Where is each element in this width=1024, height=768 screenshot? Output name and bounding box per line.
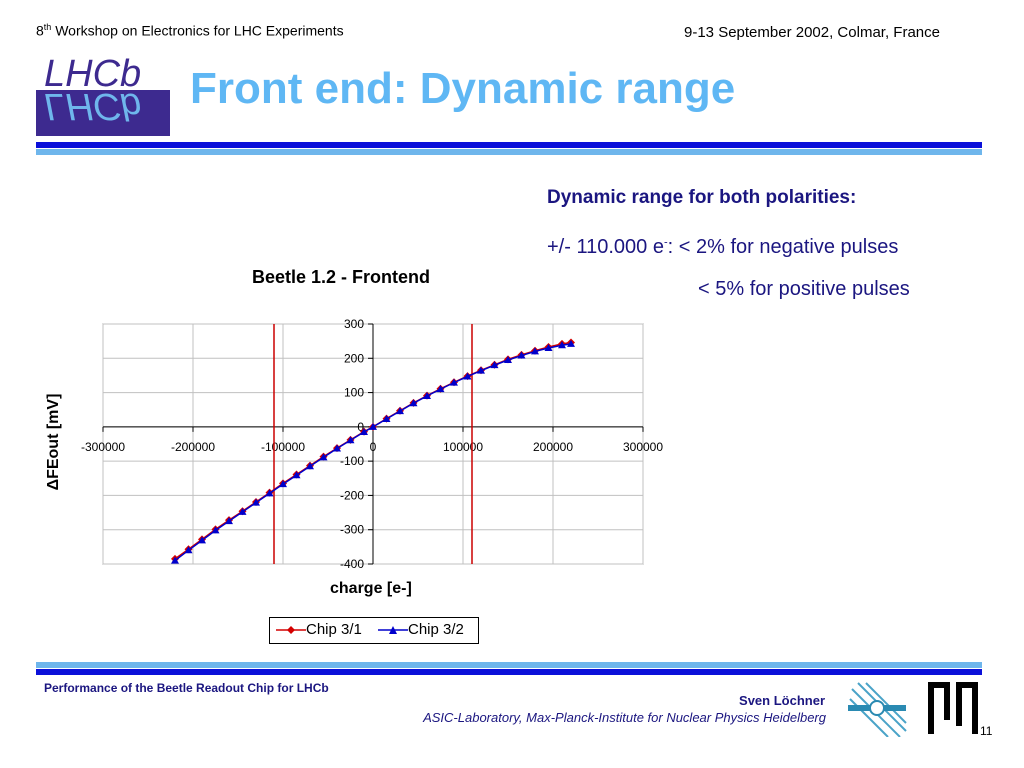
dynamic-range-value: +/- 110.000 e — [547, 236, 664, 258]
x-tick-label: 300000 — [623, 440, 663, 454]
x-tick-label: -300000 — [81, 440, 125, 454]
legend-label-chip-3-1: Chip 3/1 — [306, 621, 362, 638]
chart-title: Beetle 1.2 - Frontend — [252, 267, 431, 287]
slide-title: Front end: Dynamic range — [190, 64, 736, 113]
mpi-logo-icon — [928, 682, 978, 734]
data-point — [319, 453, 328, 461]
lhcb-logo: LHCb LHCb — [36, 44, 170, 136]
data-point — [211, 526, 220, 534]
header-workshop-text: Workshop on Electronics for LHC Experime… — [51, 22, 344, 39]
title-divider-light — [36, 149, 982, 155]
data-point — [436, 385, 445, 393]
header-workshop-number: 8 — [36, 22, 44, 39]
asic-lab-logo-icon — [848, 682, 907, 737]
y-tick-label: 200 — [344, 351, 364, 365]
data-point — [463, 372, 472, 380]
header-workshop: 8th Workshop on Electronics for LHC Expe… — [36, 22, 344, 39]
footer-divider-light — [36, 662, 982, 668]
footer-author: Sven Löchner — [739, 693, 825, 708]
dynamic-range-negative-text: : < 2% for negative pulses — [667, 236, 899, 258]
y-tick-label: 0 — [357, 420, 364, 434]
data-point — [558, 341, 566, 349]
logo-text-mirror: LHCb — [44, 85, 141, 127]
x-tick-label: -100000 — [261, 440, 305, 454]
data-point — [238, 507, 247, 515]
dynamic-range-heading: Dynamic range for both polarities: — [547, 187, 857, 208]
data-point — [279, 480, 287, 488]
header-workshop-sup: th — [43, 22, 52, 32]
data-point — [360, 428, 368, 435]
x-tick-label: -200000 — [171, 440, 215, 454]
y-tick-label: -200 — [340, 488, 364, 502]
data-point — [252, 498, 260, 506]
title-divider-dark — [36, 142, 982, 148]
x-tick-label: 100000 — [443, 440, 483, 454]
header-date-location: 9-13 September 2002, Colmar, France — [684, 24, 940, 41]
data-point — [382, 414, 391, 422]
x-axis-label: charge [e-] — [330, 580, 412, 597]
chart-legend: Chip 3/1 Chip 3/2 — [269, 617, 479, 644]
logo-text: LHCb — [44, 53, 141, 95]
y-tick-label: -300 — [340, 523, 364, 537]
electron-sup: - — [663, 236, 668, 249]
data-point — [333, 444, 341, 452]
dynamic-range-positive: < 5% for positive pulses — [698, 278, 910, 300]
x-tick-label: 0 — [370, 440, 377, 454]
data-point — [409, 399, 418, 407]
footer-institute: ASIC-Laboratory, Max-Planck-Institute fo… — [423, 710, 826, 725]
data-point — [292, 471, 301, 479]
y-tick-label: 300 — [344, 317, 364, 331]
x-tick-label: 200000 — [533, 440, 573, 454]
data-point — [477, 366, 485, 374]
data-point — [184, 546, 193, 554]
dynamic-range-negative: +/- 110.000 e-: < 2% for negative pulses — [547, 236, 898, 259]
data-point — [567, 339, 575, 347]
legend-marker-chip-3-1 — [276, 626, 306, 634]
data-point — [531, 347, 539, 355]
data-point — [490, 361, 499, 369]
y-tick-label: -400 — [340, 557, 364, 571]
legend-marker-chip-3-2 — [378, 626, 408, 634]
legend-label-chip-3-2: Chip 3/2 — [408, 621, 464, 638]
footer-talk-title: Performance of the Beetle Readout Chip f… — [44, 681, 329, 695]
data-point — [517, 351, 526, 359]
data-point — [504, 356, 512, 363]
page-number: 11 — [980, 724, 993, 738]
data-point — [171, 556, 179, 564]
data-point — [346, 436, 355, 444]
data-point — [423, 392, 431, 399]
data-point — [396, 407, 404, 415]
y-tick-label: 100 — [344, 386, 364, 400]
data-point — [306, 462, 314, 470]
data-point — [225, 517, 233, 525]
footer-divider-dark — [36, 669, 982, 675]
data-point — [450, 378, 458, 386]
y-axis-label: ΔFEout [mV] — [45, 393, 62, 491]
data-point — [369, 422, 377, 430]
data-point — [544, 344, 553, 351]
data-point — [265, 489, 274, 497]
data-point — [198, 536, 206, 544]
y-tick-label: -100 — [340, 454, 364, 468]
